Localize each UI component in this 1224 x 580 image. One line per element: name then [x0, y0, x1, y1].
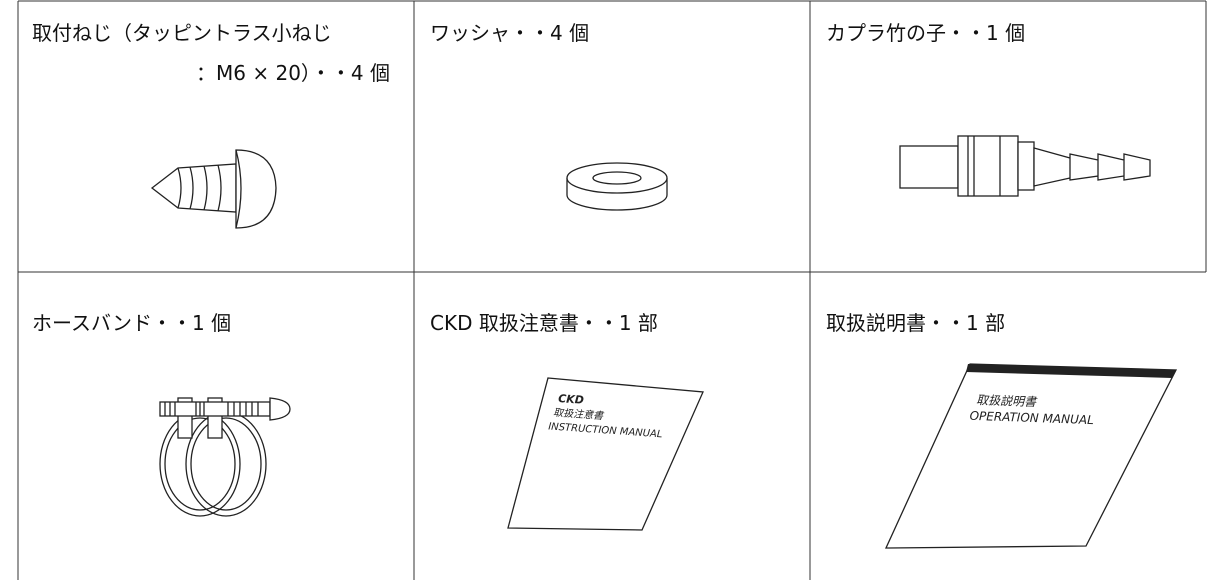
operation-manual-illustration: 取扱説明書 OPERATION MANUAL — [884, 363, 1178, 549]
cell-label: 取付ねじ（タッピントラス小ねじ — [32, 21, 332, 45]
table-grid — [17, 0, 1207, 580]
ckd-manual-illustration: CKD 取扱注意書 INSTRUCTION MANUAL — [507, 377, 704, 531]
sheet-text: OPERATION MANUAL — [969, 409, 1094, 427]
coupler-illustration — [899, 135, 1151, 197]
sheet-text: 取扱説明書 — [976, 393, 1038, 409]
cell-label: 取扱説明書・・1 部 — [826, 311, 1005, 335]
sheet-text: CKD — [558, 392, 585, 407]
screw-illustration — [150, 149, 277, 229]
cell-label: ホースバンド・・1 個 — [32, 311, 231, 335]
cell-label: ：M6 × 20）・・4 個 — [196, 61, 390, 85]
washer-illustration — [566, 162, 668, 211]
cell-label: CKD 取扱注意書・・1 部 — [430, 311, 658, 335]
cell-label: ワッシャ・・4 個 — [430, 21, 589, 45]
cell-label: カプラ竹の子・・1 個 — [826, 21, 1025, 45]
sheet-text: 取扱注意書 — [553, 407, 606, 423]
hose-band-illustration — [159, 397, 291, 517]
